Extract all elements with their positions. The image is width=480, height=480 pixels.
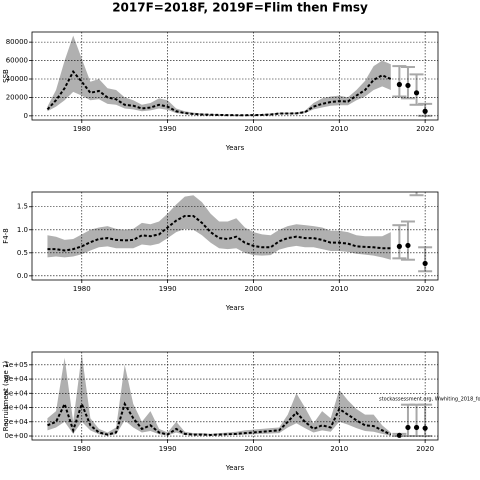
y-axis-label: F4-8 [2,228,10,243]
forecast-point [413,90,420,96]
forecast-point [405,82,411,89]
x-tick-label: 2020 [416,285,434,293]
x-tick-label: 1990 [159,445,177,453]
y-tick-label: 2e+04 [4,418,28,426]
x-tick-label: 1980 [73,125,91,133]
forecast-point [413,424,420,431]
y-tick-label: 80000 [6,38,28,46]
forecast-point [422,260,428,267]
x-axis-label: Years [225,304,245,312]
y-tick-label: 40000 [6,75,28,83]
x-tick-label: 1990 [159,285,177,293]
x-tick-label: 2000 [245,125,263,133]
plot-area [46,35,433,117]
plot-area [47,167,433,273]
x-tick-label: 2020 [416,445,434,453]
confidence-band [47,195,391,260]
annotation: stockassessment.org, Wwhiting_2018_fo [379,397,480,403]
y-tick-label: 20000 [6,93,28,101]
x-tick-label: 1990 [159,125,177,133]
forecast-point [396,432,402,438]
x-tick-label: 2000 [245,285,263,293]
x-tick-label: 2010 [330,445,348,453]
y-tick-label: 1.5 [17,203,28,211]
plot-frame [31,191,439,281]
y-axis-label: SSB [2,69,10,83]
plot-frame [31,31,439,121]
chart-title: 2017F=2018F, 2019F=Flim then Fmsy [112,1,368,15]
x-tick-label: 2010 [330,285,348,293]
y-tick-label: 0.5 [17,249,28,257]
x-axis-label: Years [225,464,245,472]
forecast-point [396,81,402,88]
x-tick-label: 1980 [73,285,91,293]
y-tick-label: 60000 [6,57,28,65]
estimate-line [47,214,391,252]
y-tick-label: 0.0 [17,272,28,280]
y-tick-label: 4e+04 [4,404,28,412]
y-tick-label: 8e+04 [4,375,28,383]
y-tick-label: 6e+04 [4,389,28,397]
y-tick-label: 0e+00 [4,432,28,440]
forecast-point [405,242,411,249]
estimate-line [47,401,392,436]
forecast-point [405,424,411,431]
y-axis-label: Recruitment (age 1) [2,361,10,432]
y-tick-label: 1e+05 [4,361,28,369]
x-tick-label: 1980 [73,445,91,453]
x-tick-label: 2000 [245,445,263,453]
forecast-point [414,167,419,172]
plot-area [47,354,433,438]
plot-frame [31,351,439,441]
forecast-point [396,243,402,249]
y-tick-label: 0 [24,112,28,120]
estimate-line [46,69,392,117]
x-tick-label: 2010 [330,125,348,133]
x-tick-label: 2020 [416,125,434,133]
x-axis-label: Years [225,144,245,152]
confidence-band [47,354,391,436]
y-tick-label: 1.0 [17,226,28,234]
